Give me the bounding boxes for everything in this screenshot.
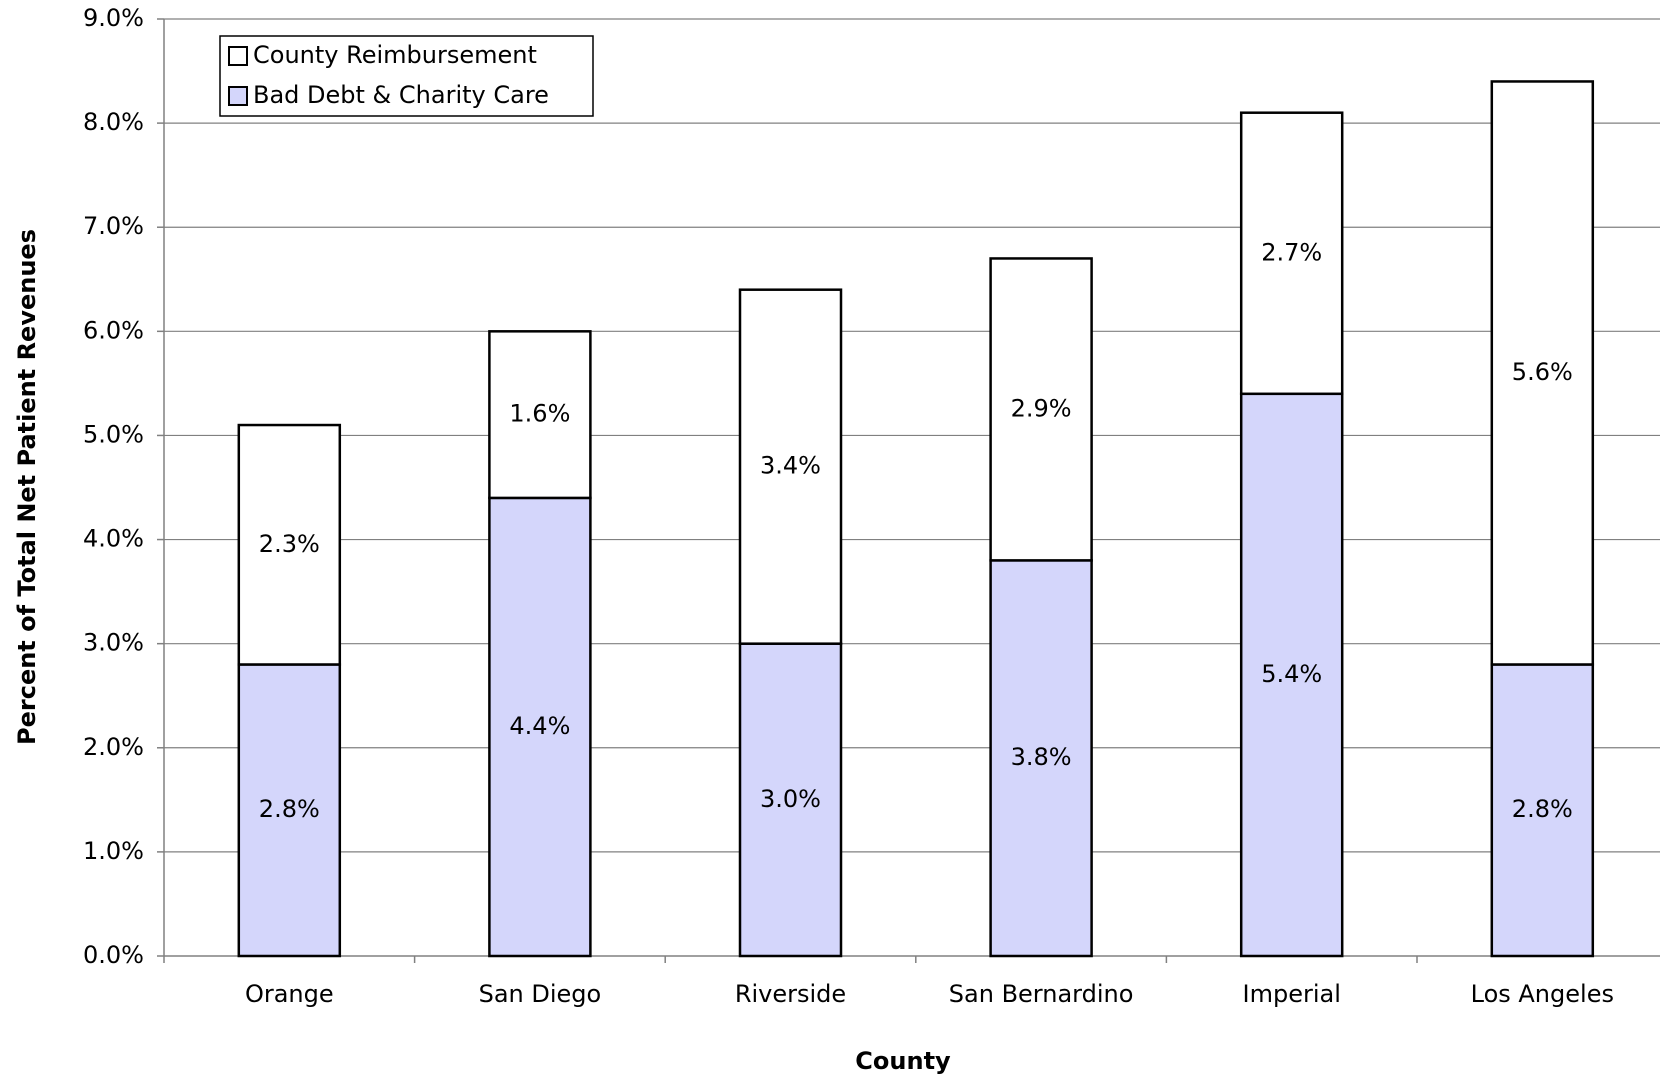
x-tick-label: Riverside — [735, 980, 846, 1008]
data-label: 2.3% — [259, 530, 320, 558]
data-label: 5.4% — [1261, 660, 1322, 688]
y-tick-label: 8.0% — [83, 108, 144, 136]
y-tick-label: 3.0% — [83, 629, 144, 657]
bar-segment — [1239, 392, 1344, 958]
bar-segment — [1490, 663, 1595, 958]
y-tick-label: 6.0% — [83, 316, 144, 344]
data-label: 3.0% — [760, 785, 821, 813]
data-label: 5.6% — [1512, 358, 1573, 386]
y-tick-label: 2.0% — [83, 733, 144, 761]
x-tick-label: Orange — [245, 980, 334, 1008]
data-label: 2.8% — [1512, 795, 1573, 823]
bar-segment — [989, 559, 1093, 958]
x-tick-label: Los Angeles — [1471, 980, 1614, 1008]
data-label: 3.8% — [1011, 743, 1072, 771]
bar-segment — [488, 496, 592, 958]
bar-segment — [1490, 80, 1595, 666]
legend-swatch — [228, 46, 248, 66]
data-label: 3.4% — [760, 452, 821, 480]
data-label: 1.6% — [509, 400, 570, 428]
bar-segment — [237, 423, 342, 666]
x-tick-label: San Diego — [479, 980, 602, 1008]
bar-segment — [237, 663, 342, 958]
legend: County Reimbursement Bad Debt & Charity C… — [219, 35, 594, 117]
y-tick-label: 5.0% — [83, 420, 144, 448]
bar-segment — [738, 288, 843, 645]
bar-segment — [738, 642, 843, 958]
y-tick-label: 4.0% — [83, 525, 144, 553]
legend-box — [219, 35, 594, 117]
y-tick-label: 1.0% — [83, 837, 144, 865]
x-tick-label: San Bernardino — [949, 980, 1134, 1008]
legend-label: Bad Debt & Charity Care — [253, 81, 549, 109]
bar-segment — [488, 330, 592, 500]
y-tick-label: 9.0% — [83, 4, 144, 32]
data-label: 4.4% — [509, 712, 570, 740]
data-label: 2.8% — [259, 795, 320, 823]
data-label: 2.9% — [1011, 394, 1072, 422]
y-tick-label: 0.0% — [83, 941, 144, 969]
y-axis-title: Percent of Total Net Patient Revenues — [13, 229, 41, 745]
x-tick-label: Imperial — [1243, 980, 1341, 1008]
legend-label: County Reimbursement — [253, 41, 537, 69]
legend-swatch — [228, 86, 248, 106]
data-label: 2.7% — [1261, 238, 1322, 266]
y-tick-label: 7.0% — [83, 212, 144, 240]
x-axis-title: County — [855, 1047, 951, 1075]
bar-segment — [989, 257, 1093, 562]
bar-segment — [1239, 111, 1344, 396]
